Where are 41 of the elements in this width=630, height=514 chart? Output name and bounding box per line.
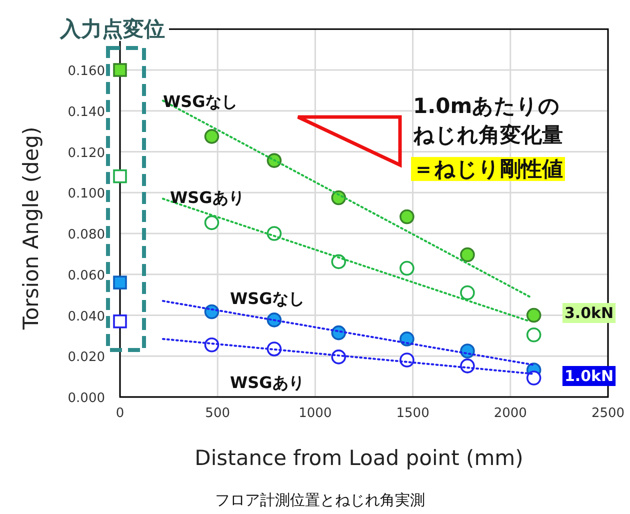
x-tick-label: 2000 [494,406,527,421]
point [400,209,414,224]
point [526,370,542,386]
y-tick-label: 0.020 [68,350,105,366]
annotation: 3.0kN [564,304,614,322]
point [526,327,542,342]
x-axis-title: Distance from Load point (mm) [194,446,524,470]
point [113,169,127,184]
point [113,63,127,77]
point [460,247,475,262]
annotation: WSGあり [170,188,244,207]
y-tick-label: 0.100 [68,186,105,202]
annotation: 1.0kN [564,367,614,385]
point [526,308,542,323]
x-tick-label: 500 [205,406,230,421]
y-tick-label: 0.080 [68,228,105,242]
x-tick-label: 2500 [591,406,625,421]
point [400,260,414,276]
annotation: WSGあり [230,373,304,392]
x-tick-label: 1000 [298,406,332,421]
point [113,314,127,328]
text: フロア計測位置とねじれ角実測 [215,491,425,509]
y-tick-label: 0.040 [68,309,105,324]
annotation: ＝ねじり剛性値 [413,157,563,181]
point [204,215,220,230]
point [113,276,127,290]
y-tick-label: 0.060 [68,268,105,284]
chart-title: 入力点変位 [59,17,165,41]
y-tick-label: 0.120 [68,146,105,161]
y-tick-label: 0.000 [68,391,105,406]
y-tick-label: 0.140 [68,104,105,120]
annotation: WSGなし [230,289,304,308]
annotation: WSGなし [163,92,238,111]
y-tick-label: 0.160 [68,64,105,79]
y-axis-title: Torsion Angle (deg) [19,126,43,330]
point [460,285,475,300]
annotation: ねじれ角変化量 [413,123,563,147]
x-tick-label: 0 [116,406,124,421]
x-tick-label: 1500 [396,406,430,421]
annotation: 1.0mあたりの [413,94,560,118]
point [204,129,220,144]
